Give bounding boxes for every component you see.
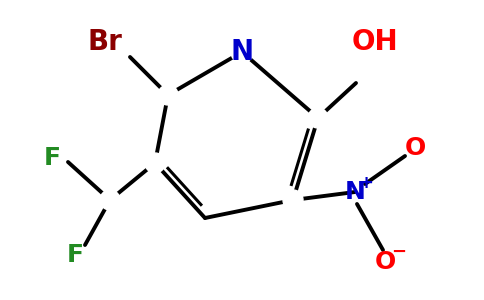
Text: Br: Br bbox=[88, 28, 122, 56]
Circle shape bbox=[100, 190, 120, 210]
Circle shape bbox=[308, 108, 328, 128]
Text: +: + bbox=[359, 174, 374, 192]
Text: F: F bbox=[66, 243, 84, 267]
Text: O: O bbox=[404, 136, 425, 160]
Text: F: F bbox=[44, 146, 60, 170]
Text: OH: OH bbox=[352, 28, 398, 56]
Text: N: N bbox=[345, 180, 365, 204]
Text: −: − bbox=[392, 243, 407, 261]
Text: O: O bbox=[375, 250, 395, 274]
Circle shape bbox=[231, 41, 253, 63]
Circle shape bbox=[145, 153, 165, 173]
Circle shape bbox=[158, 85, 178, 105]
Text: N: N bbox=[230, 38, 254, 66]
Circle shape bbox=[283, 190, 303, 210]
